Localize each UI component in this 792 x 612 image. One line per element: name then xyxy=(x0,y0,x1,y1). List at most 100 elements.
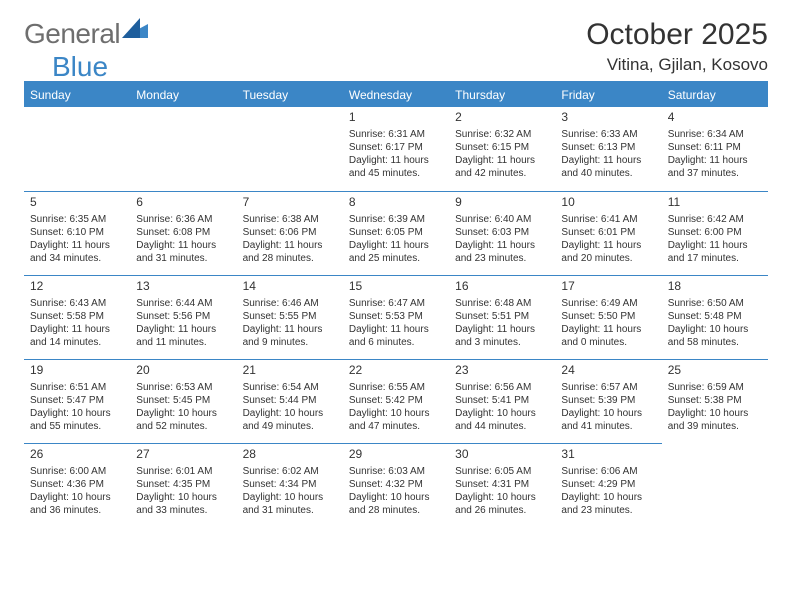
calendar-cell: 24 Sunrise: 6:57 AM Sunset: 5:39 PM Dayli… xyxy=(555,359,661,443)
day-details: Sunrise: 6:02 AM Sunset: 4:34 PM Dayligh… xyxy=(243,465,337,517)
calendar-cell: 11Sunrise: 6:42 AM Sunset: 6:00 PM Dayli… xyxy=(662,191,768,275)
calendar-cell: 21 Sunrise: 6:54 AM Sunset: 5:44 PM Dayli… xyxy=(237,359,343,443)
day-details: Sunrise: 6:50 AM Sunset: 5:48 PM Dayligh… xyxy=(668,297,762,349)
day-number: 10 xyxy=(561,195,655,211)
day-details: Sunrise: 6:55 AM Sunset: 5:42 PM Dayligh… xyxy=(349,381,443,433)
day-number: 20 xyxy=(136,363,230,379)
day-number: 16 xyxy=(455,279,549,295)
calendar-cell: 10 Sunrise: 6:41 AM Sunset: 6:01 PM Dayli… xyxy=(555,191,661,275)
day-number: 25 xyxy=(668,363,762,379)
day-number: 21 xyxy=(243,363,337,379)
day-number: 5 xyxy=(30,195,124,211)
day-details: Sunrise: 6:57 AM Sunset: 5:39 PM Dayligh… xyxy=(561,381,655,433)
day-details: Sunrise: 6:06 AM Sunset: 4:29 PM Dayligh… xyxy=(561,465,655,517)
brand-logo: General xyxy=(24,18,148,50)
brand-text-blue: Blue xyxy=(52,51,108,83)
day-details: Sunrise: 6:54 AM Sunset: 5:44 PM Dayligh… xyxy=(243,381,337,433)
calendar-cell: 23 Sunrise: 6:56 AM Sunset: 5:41 PM Dayli… xyxy=(449,359,555,443)
day-details: Sunrise: 6:44 AM Sunset: 5:56 PM Dayligh… xyxy=(136,297,230,349)
brand-mark-icon xyxy=(122,18,148,43)
day-number: 15 xyxy=(349,279,443,295)
day-number: 8 xyxy=(349,195,443,211)
calendar-cell: 22Sunrise: 6:55 AM Sunset: 5:42 PM Dayli… xyxy=(343,359,449,443)
day-details: Sunrise: 6:40 AM Sunset: 6:03 PM Dayligh… xyxy=(455,213,549,265)
day-details: Sunrise: 6:49 AM Sunset: 5:50 PM Dayligh… xyxy=(561,297,655,349)
day-details: Sunrise: 6:59 AM Sunset: 5:38 PM Dayligh… xyxy=(668,381,762,433)
calendar-cell xyxy=(662,443,768,527)
calendar-cell: 19 Sunrise: 6:51 AM Sunset: 5:47 PM Dayli… xyxy=(24,359,130,443)
calendar-grid: 1Sunrise: 6:31 AM Sunset: 6:17 PM Daylig… xyxy=(24,107,768,527)
calendar-cell: 17 Sunrise: 6:49 AM Sunset: 5:50 PM Dayli… xyxy=(555,275,661,359)
day-number: 1 xyxy=(349,110,443,126)
calendar-cell: 9 Sunrise: 6:40 AM Sunset: 6:03 PM Daylig… xyxy=(449,191,555,275)
day-details: Sunrise: 6:38 AM Sunset: 6:06 PM Dayligh… xyxy=(243,213,337,265)
day-details: Sunrise: 6:39 AM Sunset: 6:05 PM Dayligh… xyxy=(349,213,443,265)
day-details: Sunrise: 6:47 AM Sunset: 5:53 PM Dayligh… xyxy=(349,297,443,349)
calendar-cell: 31 Sunrise: 6:06 AM Sunset: 4:29 PM Dayli… xyxy=(555,443,661,527)
day-number: 18 xyxy=(668,279,762,295)
day-number: 31 xyxy=(561,447,655,463)
calendar-cell: 5Sunrise: 6:35 AM Sunset: 6:10 PM Daylig… xyxy=(24,191,130,275)
day-number: 23 xyxy=(455,363,549,379)
dayname-tue: Tuesday xyxy=(237,83,343,107)
calendar-cell: 2 Sunrise: 6:32 AM Sunset: 6:15 PM Daylig… xyxy=(449,107,555,191)
calendar: Sunday Monday Tuesday Wednesday Thursday… xyxy=(24,81,768,527)
day-details: Sunrise: 6:32 AM Sunset: 6:15 PM Dayligh… xyxy=(455,128,549,180)
calendar-cell: 14Sunrise: 6:46 AM Sunset: 5:55 PM Dayli… xyxy=(237,275,343,359)
brand-text-gray: General xyxy=(24,18,120,50)
calendar-cell: 15 Sunrise: 6:47 AM Sunset: 5:53 PM Dayli… xyxy=(343,275,449,359)
calendar-cell xyxy=(237,107,343,191)
dayname-row: Sunday Monday Tuesday Wednesday Thursday… xyxy=(24,83,768,107)
dayname-thu: Thursday xyxy=(449,83,555,107)
calendar-cell xyxy=(24,107,130,191)
day-details: Sunrise: 6:51 AM Sunset: 5:47 PM Dayligh… xyxy=(30,381,124,433)
day-details: Sunrise: 6:34 AM Sunset: 6:11 PM Dayligh… xyxy=(668,128,762,180)
calendar-cell: 27 Sunrise: 6:01 AM Sunset: 4:35 PM Dayli… xyxy=(130,443,236,527)
day-number: 6 xyxy=(136,195,230,211)
calendar-cell: 26 Sunrise: 6:00 AM Sunset: 4:36 PM Dayli… xyxy=(24,443,130,527)
calendar-cell: 1Sunrise: 6:31 AM Sunset: 6:17 PM Daylig… xyxy=(343,107,449,191)
day-number: 12 xyxy=(30,279,124,295)
calendar-cell: 20 Sunrise: 6:53 AM Sunset: 5:45 PM Dayli… xyxy=(130,359,236,443)
day-number: 2 xyxy=(455,110,549,126)
month-title: October 2025 xyxy=(586,18,768,51)
dayname-sun: Sunday xyxy=(24,83,130,107)
day-number: 29 xyxy=(349,447,443,463)
location: Vitina, Gjilan, Kosovo xyxy=(586,55,768,75)
calendar-cell: 8 Sunrise: 6:39 AM Sunset: 6:05 PM Daylig… xyxy=(343,191,449,275)
calendar-cell: 28Sunrise: 6:02 AM Sunset: 4:34 PM Dayli… xyxy=(237,443,343,527)
day-number: 13 xyxy=(136,279,230,295)
day-details: Sunrise: 6:36 AM Sunset: 6:08 PM Dayligh… xyxy=(136,213,230,265)
calendar-cell: 7 Sunrise: 6:38 AM Sunset: 6:06 PM Daylig… xyxy=(237,191,343,275)
day-number: 17 xyxy=(561,279,655,295)
day-details: Sunrise: 6:56 AM Sunset: 5:41 PM Dayligh… xyxy=(455,381,549,433)
header: General October 2025 Vitina, Gjilan, Kos… xyxy=(24,18,768,75)
title-block: October 2025 Vitina, Gjilan, Kosovo xyxy=(586,18,768,75)
calendar-cell: 25 Sunrise: 6:59 AM Sunset: 5:38 PM Dayli… xyxy=(662,359,768,443)
day-details: Sunrise: 6:01 AM Sunset: 4:35 PM Dayligh… xyxy=(136,465,230,517)
day-details: Sunrise: 6:41 AM Sunset: 6:01 PM Dayligh… xyxy=(561,213,655,265)
day-details: Sunrise: 6:42 AM Sunset: 6:00 PM Dayligh… xyxy=(668,213,762,265)
day-details: Sunrise: 6:00 AM Sunset: 4:36 PM Dayligh… xyxy=(30,465,124,517)
day-details: Sunrise: 6:05 AM Sunset: 4:31 PM Dayligh… xyxy=(455,465,549,517)
day-details: Sunrise: 6:43 AM Sunset: 5:58 PM Dayligh… xyxy=(30,297,124,349)
day-details: Sunrise: 6:53 AM Sunset: 5:45 PM Dayligh… xyxy=(136,381,230,433)
day-number: 14 xyxy=(243,279,337,295)
calendar-cell: 18 Sunrise: 6:50 AM Sunset: 5:48 PM Dayli… xyxy=(662,275,768,359)
day-number: 26 xyxy=(30,447,124,463)
day-details: Sunrise: 6:03 AM Sunset: 4:32 PM Dayligh… xyxy=(349,465,443,517)
day-number: 19 xyxy=(30,363,124,379)
day-number: 27 xyxy=(136,447,230,463)
dayname-fri: Friday xyxy=(555,83,661,107)
calendar-cell xyxy=(130,107,236,191)
calendar-cell: 30Sunrise: 6:05 AM Sunset: 4:31 PM Dayli… xyxy=(449,443,555,527)
day-details: Sunrise: 6:48 AM Sunset: 5:51 PM Dayligh… xyxy=(455,297,549,349)
calendar-cell: 4Sunrise: 6:34 AM Sunset: 6:11 PM Daylig… xyxy=(662,107,768,191)
calendar-cell: 29 Sunrise: 6:03 AM Sunset: 4:32 PM Dayli… xyxy=(343,443,449,527)
dayname-mon: Monday xyxy=(130,83,236,107)
calendar-cell: 12 Sunrise: 6:43 AM Sunset: 5:58 PM Dayli… xyxy=(24,275,130,359)
dayname-sat: Saturday xyxy=(662,83,768,107)
day-number: 24 xyxy=(561,363,655,379)
day-number: 9 xyxy=(455,195,549,211)
day-number: 7 xyxy=(243,195,337,211)
